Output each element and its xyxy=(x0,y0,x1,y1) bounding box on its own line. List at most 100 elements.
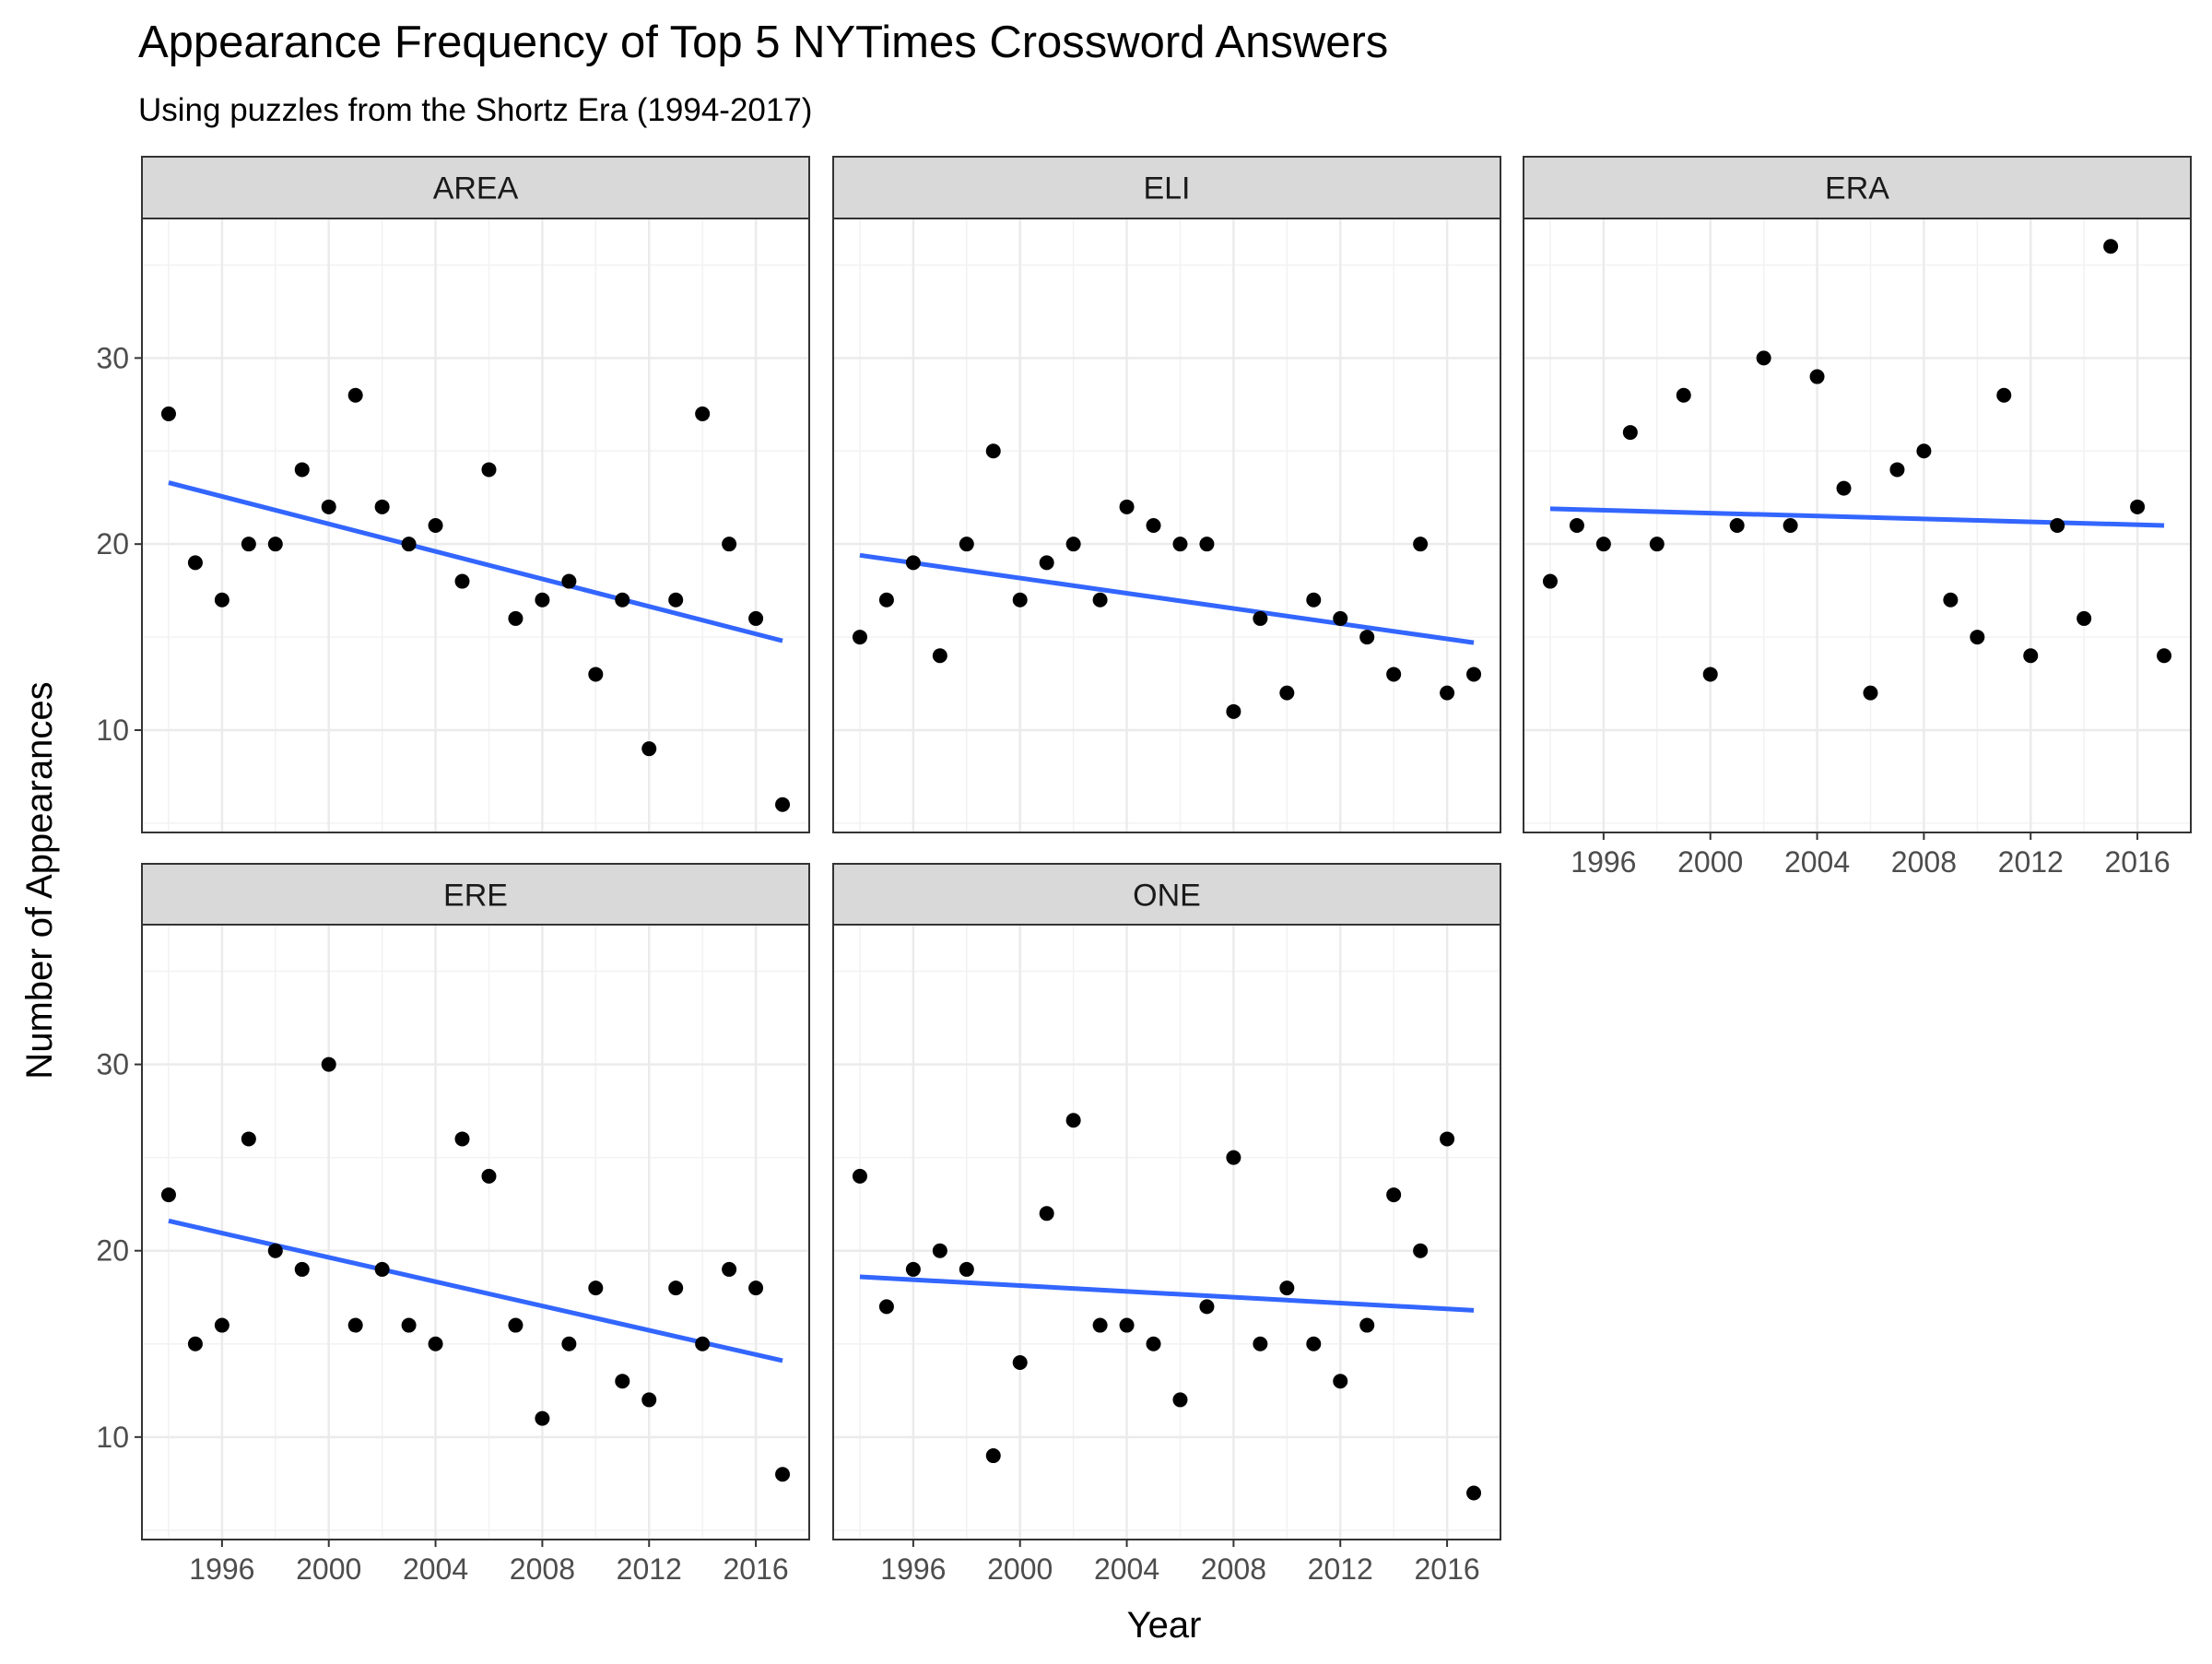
data-point xyxy=(481,1168,497,1184)
panel-background xyxy=(142,218,809,832)
data-point xyxy=(1440,685,1455,701)
x-tick-label: 1996 xyxy=(880,1552,946,1586)
data-point xyxy=(2103,239,2119,254)
data-point xyxy=(1440,1131,1455,1147)
data-point xyxy=(374,499,390,514)
data-point xyxy=(2130,499,2146,514)
data-point xyxy=(401,537,417,552)
data-point xyxy=(1092,592,1108,608)
data-point xyxy=(1970,630,1985,645)
data-point xyxy=(267,537,283,552)
y-tick-label: 10 xyxy=(96,1421,129,1454)
data-point xyxy=(321,499,336,514)
y-tick-label: 30 xyxy=(96,341,129,374)
data-point xyxy=(1783,518,1798,533)
data-point xyxy=(561,573,577,589)
data-point xyxy=(1119,499,1135,514)
data-point xyxy=(241,1131,256,1147)
data-point xyxy=(1333,610,1348,626)
data-point xyxy=(1836,480,1852,496)
data-point xyxy=(932,648,947,664)
data-point xyxy=(1542,573,1558,589)
data-point xyxy=(454,1131,470,1147)
data-point xyxy=(347,387,363,403)
facet-panel-era: ERA 1996 2000 2004 2008 2012 2016 xyxy=(1523,156,2192,879)
x-tick-label: 2000 xyxy=(987,1552,1053,1586)
x-tick-label: 2012 xyxy=(617,1552,682,1586)
data-point xyxy=(241,537,256,552)
x-tick-label: 2000 xyxy=(1677,845,1743,879)
data-point xyxy=(1756,350,1771,366)
data-point xyxy=(1413,537,1429,552)
data-point xyxy=(294,1261,310,1277)
data-point xyxy=(615,1374,630,1389)
data-point xyxy=(374,1261,390,1277)
facet-strip-label: ELI xyxy=(1143,171,1190,207)
data-point xyxy=(1226,703,1241,719)
data-point xyxy=(561,1336,577,1351)
panel-border xyxy=(832,218,1501,833)
data-point xyxy=(187,1336,203,1351)
data-point xyxy=(1943,592,1959,608)
data-point xyxy=(2050,518,2065,533)
data-point xyxy=(1199,1299,1215,1315)
data-point xyxy=(1386,1187,1402,1203)
data-point xyxy=(1146,518,1161,533)
data-point xyxy=(1253,610,1268,626)
data-point xyxy=(1065,537,1081,552)
y-tick-label: 10 xyxy=(96,714,129,747)
panel-border xyxy=(832,924,1501,1540)
facet-strip-eli xyxy=(832,156,1501,219)
data-point xyxy=(878,1299,894,1315)
data-point xyxy=(535,1410,550,1426)
data-point xyxy=(1649,537,1665,552)
x-tick-label: 2004 xyxy=(1784,845,1850,879)
data-point xyxy=(1039,1206,1054,1221)
data-point xyxy=(508,610,524,626)
data-point xyxy=(1729,518,1745,533)
data-point xyxy=(160,406,176,421)
data-point xyxy=(187,555,203,571)
facet-strip-label: ERE xyxy=(443,879,508,914)
facet-strip-label: ERA xyxy=(1825,171,1889,207)
data-point xyxy=(1595,537,1611,552)
data-point xyxy=(1569,518,1584,533)
data-point xyxy=(267,1243,283,1258)
data-point xyxy=(1199,537,1215,552)
data-point xyxy=(1359,1317,1375,1333)
data-point xyxy=(695,1336,711,1351)
y-axis-title: Number of Appearances xyxy=(19,681,60,1079)
data-point xyxy=(2023,648,2039,664)
data-point xyxy=(481,462,497,478)
data-point xyxy=(1065,1113,1081,1128)
data-point xyxy=(668,1280,684,1296)
facet-strip-era xyxy=(1523,156,2192,219)
data-point xyxy=(1676,387,1691,403)
data-point xyxy=(1863,685,1878,701)
facets-layer: AREA 10 20 30 ELI ERA 1996 2000 2004 2008 2012 2016… xyxy=(96,156,2192,1586)
y-tick-label: 20 xyxy=(96,527,129,561)
data-point xyxy=(1306,1336,1322,1351)
data-point xyxy=(1172,537,1188,552)
data-point xyxy=(428,1336,443,1351)
data-point xyxy=(454,573,470,589)
data-point xyxy=(1702,667,1718,682)
facet-strip-ere xyxy=(141,863,810,926)
facet-panel-area: AREA 10 20 30 xyxy=(96,156,810,833)
data-point xyxy=(1306,592,1322,608)
trend-line-area xyxy=(168,480,783,643)
data-point xyxy=(1386,667,1402,682)
x-tick-label: 2016 xyxy=(2104,845,2170,879)
panel-border xyxy=(141,218,810,833)
facet-strip-area xyxy=(141,156,810,219)
data-point xyxy=(1012,592,1028,608)
data-point xyxy=(214,592,229,608)
data-point xyxy=(878,592,894,608)
data-point xyxy=(1119,1317,1135,1333)
x-tick-label: 1996 xyxy=(1571,845,1636,879)
data-point xyxy=(722,537,737,552)
facet-strip-label: AREA xyxy=(433,171,519,207)
data-point xyxy=(1622,425,1638,441)
panel-background xyxy=(142,925,809,1540)
